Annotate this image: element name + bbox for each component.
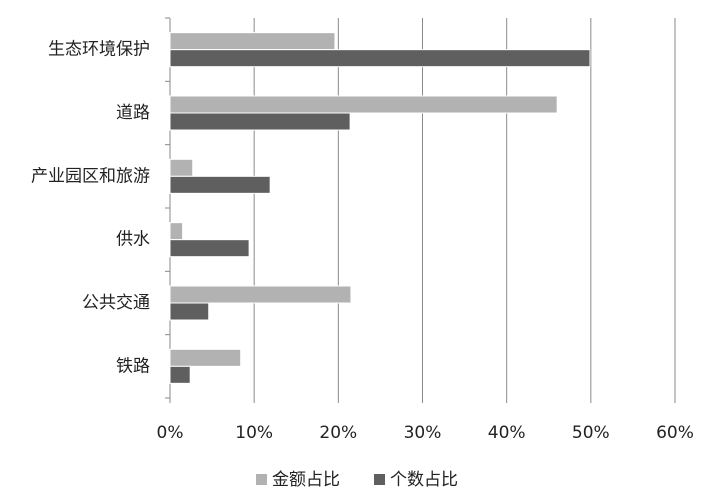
y-tick-label: 产业园区和旅游 <box>31 166 150 186</box>
bar <box>169 175 271 194</box>
legend-swatch <box>374 474 385 485</box>
bar <box>169 112 351 131</box>
y-tick-label: 铁路 <box>116 356 150 376</box>
y-tick-label: 道路 <box>116 103 150 123</box>
legend-label: 金额占比 <box>272 470 340 490</box>
x-tick-label: 10% <box>235 423 273 443</box>
y-tick-label: 生态环境保护 <box>48 40 150 60</box>
x-tick-label: 40% <box>488 423 526 443</box>
x-tick-label: 60% <box>656 423 694 443</box>
bar <box>169 365 191 384</box>
x-tick-label: 50% <box>572 423 610 443</box>
y-tick-label: 供水 <box>116 230 150 250</box>
x-tick-label: 20% <box>319 423 357 443</box>
y-tick-label: 公共交通 <box>82 293 150 313</box>
bar <box>169 95 558 114</box>
bar <box>169 222 184 241</box>
legend-swatch <box>256 474 267 485</box>
bar <box>169 158 194 177</box>
bar <box>169 49 591 68</box>
bar <box>169 285 352 304</box>
bar <box>169 32 336 51</box>
bar <box>169 239 250 258</box>
bar <box>169 302 210 321</box>
legend-label: 个数占比 <box>390 470 458 490</box>
bar <box>169 348 242 367</box>
x-tick-label: 30% <box>404 423 442 443</box>
x-tick-label: 0% <box>157 423 184 443</box>
